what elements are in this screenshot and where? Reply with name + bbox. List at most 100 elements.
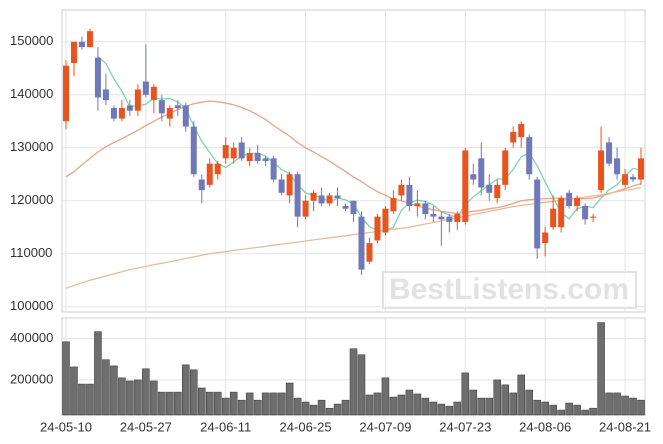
candle-body [438,216,445,220]
candle-body [446,216,453,222]
volume-bar [549,404,557,416]
x-tick-label: 24-05-27 [120,419,172,434]
moving-average-line [65,186,642,289]
candle-body [478,158,485,188]
volume-bar [70,366,78,416]
volume-bar [245,392,254,416]
candle-body [558,198,565,228]
volume-bar [621,395,629,416]
volume-bar [166,391,174,416]
volume-bar [126,380,134,416]
y-tick-label: 150000 [10,33,53,48]
candle-body [430,213,437,217]
volume-bar [333,403,342,416]
volume-bar [373,392,382,416]
volume-bar [142,368,150,416]
candle-body [526,137,533,175]
candle-body [606,142,613,164]
candle-body [94,57,101,98]
candle-body [590,216,597,218]
candle-body [86,31,93,48]
watermark: BestListens.com [389,273,629,306]
volume-bar [205,391,214,416]
volume-bar [525,389,533,416]
volume-bar [102,359,110,416]
candle-body [262,158,269,161]
y-tick-label: 110000 [10,245,52,260]
candle-body [270,158,277,180]
candle-body [550,208,557,228]
volume-bar [613,392,621,416]
volume-bar [261,392,270,416]
volume-bar [110,365,118,416]
volume-bar [309,404,318,416]
volume-bar [461,372,470,416]
candle-body [390,198,397,212]
candle-body [286,174,293,196]
candle-body [158,100,165,114]
candle-body [518,123,525,138]
y-tick-label: 140000 [10,86,53,101]
candle-body [182,105,189,127]
volume-bar [198,387,206,416]
volume-bar [637,399,645,416]
candle-body [358,216,365,270]
volume-bar [565,402,573,416]
volume-bar [341,399,350,416]
candle-body [638,158,645,180]
y-tick-label: 100000 [10,298,53,313]
y-tick-label: 120000 [10,192,53,207]
candle-body [318,195,325,204]
x-tick-label: 24-07-09 [359,419,411,434]
volume-bar [277,392,286,416]
candle-body [622,174,629,185]
candle-body [126,105,133,111]
candle-body [134,89,141,111]
candle-body [142,81,149,95]
candle-body [542,232,549,244]
candle-body [310,192,317,201]
volume-bar [517,374,525,416]
y-tick-label: 130000 [10,139,53,154]
volume-bar [557,409,565,416]
candle-body [214,163,221,175]
volume-bar [237,399,246,416]
candle-body [398,184,405,196]
volume-bar [541,401,549,416]
volume-bar [501,384,509,416]
candle-body [350,200,357,214]
candle-body [198,179,205,191]
volume-bar [485,397,494,416]
volume-bar [429,401,438,416]
candle-body [502,150,509,185]
volume-bar [581,409,589,416]
volume-bar [629,397,637,416]
volume-bar [213,391,222,416]
volume-bar [397,394,406,416]
volume-bar [357,354,366,416]
candle-body [334,195,341,199]
volume-bar [349,348,358,416]
candle-body [582,206,589,220]
volume-bar [118,377,126,416]
candle-body [574,198,581,207]
candle-body [190,126,197,175]
candle-body [278,179,285,193]
candle-body [294,174,301,217]
volume-bar [134,379,142,416]
candle-body [566,192,573,207]
volume-bar [437,403,446,416]
volume-bar [150,380,158,416]
volume-bar [445,405,454,416]
candle-body [166,108,173,119]
volume-bar [190,369,198,416]
candle-body [486,184,493,193]
candle-body [206,163,213,185]
x-tick-label: 24-07-23 [439,419,491,434]
candle-body [422,203,429,214]
candle-body [110,108,117,119]
volume-bar [317,399,326,416]
volume-bar [285,382,294,416]
x-tick-label: 24-08-06 [519,419,571,434]
